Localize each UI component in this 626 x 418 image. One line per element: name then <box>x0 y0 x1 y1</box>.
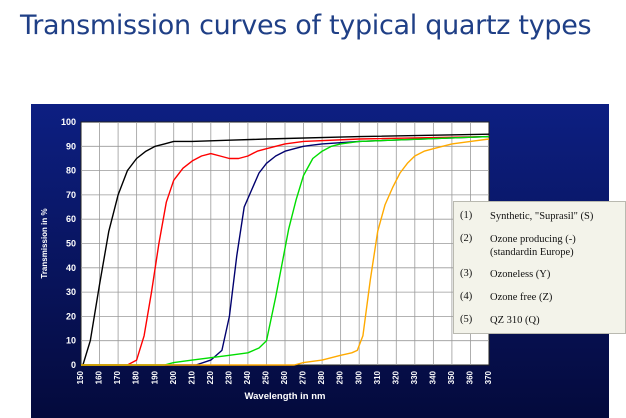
y-tick-label: 90 <box>66 141 76 151</box>
x-tick-label: 170 <box>113 370 122 384</box>
legend-label-continued: (standardin Europe) <box>490 247 574 258</box>
legend-number: (2) <box>460 233 473 244</box>
x-tick-label: 330 <box>410 370 419 384</box>
legend-number: (3) <box>460 268 473 279</box>
legend-number: (1) <box>460 210 473 221</box>
series-4-line <box>81 135 490 366</box>
x-tick-label: 320 <box>391 370 400 384</box>
legend-label: Ozone free (Z) <box>490 292 553 303</box>
x-tick-label: 220 <box>206 370 215 384</box>
x-tick-label: 300 <box>354 370 363 384</box>
x-tick-label: 260 <box>280 370 289 384</box>
y-tick-label: 0 <box>71 360 76 370</box>
y-tick-label: 100 <box>61 117 76 127</box>
y-tick-label: 60 <box>66 214 76 224</box>
series-5-line <box>81 138 490 366</box>
x-tick-label: 240 <box>243 370 252 384</box>
x-tick-label: 160 <box>95 370 104 384</box>
transmission-chart: 150 160 170 180 190 200 210 220 230 240 250 260 270 2… <box>40 117 493 402</box>
x-tick-label: 280 <box>317 370 326 384</box>
x-axis-label: Wavelength in nm <box>245 391 326 402</box>
y-tick-label: 80 <box>66 166 76 176</box>
x-tick-label: 230 <box>224 370 233 384</box>
y-axis-label: Transmission in % <box>40 208 49 278</box>
x-tick-label: 340 <box>428 370 437 384</box>
legend-label: Synthetic, "Suprasil" (S) <box>490 211 594 222</box>
series-1-line <box>82 133 490 366</box>
x-tick-label: 210 <box>187 370 196 384</box>
legend-number: (5) <box>460 314 473 325</box>
legend-label: Ozoneless (Y) <box>490 269 551 280</box>
x-tick-label: 290 <box>336 370 345 384</box>
series-2-line <box>81 135 490 366</box>
x-tick-label: 250 <box>262 370 271 384</box>
chart-legend: (1) Synthetic, "Suprasil" (S) (2) Ozone … <box>453 201 626 334</box>
x-tick-label: 150 <box>76 370 85 384</box>
legend-label: QZ 310 (Q) <box>490 315 540 326</box>
y-tick-label: 30 <box>66 287 76 297</box>
x-tick-label: 350 <box>447 370 456 384</box>
y-tick-label: 40 <box>66 263 76 273</box>
y-tick-label: 10 <box>66 336 76 346</box>
legend-label: Ozone producing (-) <box>490 234 576 245</box>
x-tick-label: 200 <box>169 370 178 384</box>
x-tick-label: 270 <box>299 370 308 384</box>
x-tick-label: 370 <box>484 370 493 384</box>
y-tick-label: 70 <box>66 190 76 200</box>
y-tick-label: 20 <box>66 311 76 321</box>
series-3-line <box>81 135 490 366</box>
x-tick-label: 360 <box>466 370 475 384</box>
x-tick-label: 310 <box>373 370 382 384</box>
x-tick-label: 180 <box>132 370 141 384</box>
x-tick-label: 190 <box>150 370 159 384</box>
page-title: Transmission curves of typical quartz ty… <box>20 10 592 41</box>
legend-number: (4) <box>460 291 473 302</box>
y-tick-label: 50 <box>66 239 76 249</box>
